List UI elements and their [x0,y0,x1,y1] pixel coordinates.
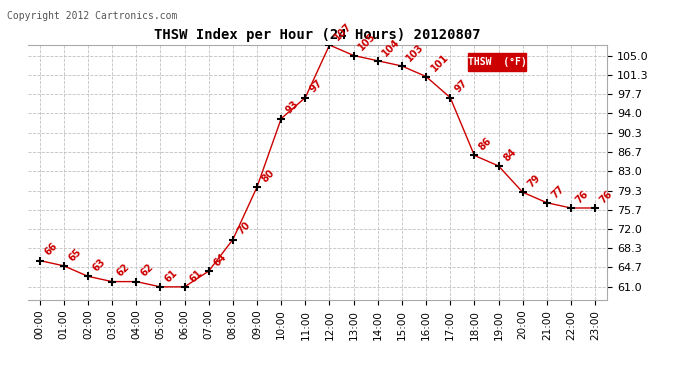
Text: 76: 76 [574,189,591,205]
Text: 77: 77 [550,183,566,200]
Text: 62: 62 [115,262,132,279]
Text: Copyright 2012 Cartronics.com: Copyright 2012 Cartronics.com [7,11,177,21]
Text: 101: 101 [429,53,451,74]
Text: 107: 107 [333,21,354,42]
Text: 103: 103 [405,42,426,63]
Text: 86: 86 [477,136,494,153]
Text: 76: 76 [598,189,615,205]
Text: THSW  (°F): THSW (°F) [468,57,526,67]
Text: 93: 93 [284,99,301,116]
Text: 104: 104 [381,37,402,58]
Text: 79: 79 [526,173,542,189]
Text: 84: 84 [502,147,518,163]
Text: 62: 62 [139,262,156,279]
Text: 66: 66 [43,241,59,258]
Title: THSW Index per Hour (24 Hours) 20120807: THSW Index per Hour (24 Hours) 20120807 [154,28,481,42]
Text: 63: 63 [91,257,108,273]
Text: 64: 64 [212,252,228,268]
FancyBboxPatch shape [468,53,526,70]
Text: 97: 97 [308,78,325,95]
Text: 97: 97 [453,78,470,95]
Text: 80: 80 [260,168,277,184]
Text: 61: 61 [188,267,204,284]
Text: 105: 105 [357,32,378,53]
Text: 61: 61 [164,267,180,284]
Text: 70: 70 [236,220,253,237]
Text: 65: 65 [67,246,83,263]
